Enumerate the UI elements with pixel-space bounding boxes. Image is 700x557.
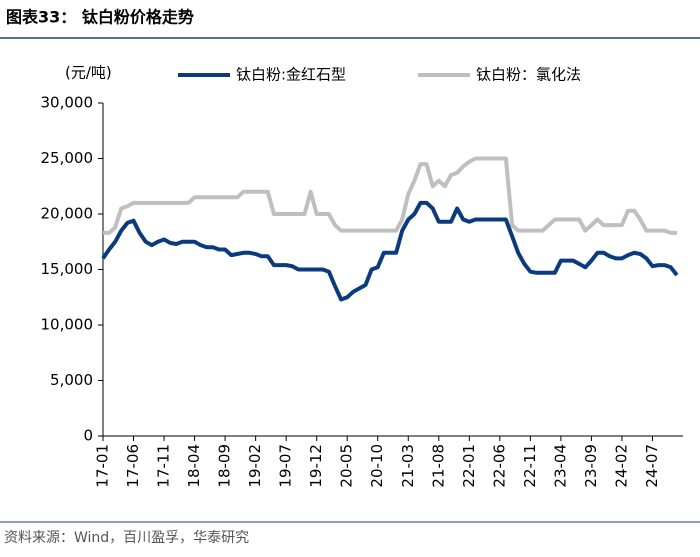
y-axis-label: (元/吨) xyxy=(65,64,112,82)
y-tick-label: 5,000 xyxy=(50,371,93,389)
x-tick-label: 22-11 xyxy=(521,444,539,488)
y-tick-label: 0 xyxy=(83,427,93,445)
x-tick-label: 17-11 xyxy=(155,444,173,488)
x-tick-label: 23-04 xyxy=(551,444,569,488)
x-tick-label: 18-09 xyxy=(216,444,234,488)
legend-label: 钛白粉：氯化法 xyxy=(476,66,581,84)
x-tick-label: 22-06 xyxy=(490,444,508,488)
x-tick-label: 21-08 xyxy=(429,444,447,488)
x-tick-label: 24-07 xyxy=(643,444,661,488)
y-tick-label: 30,000 xyxy=(41,94,94,112)
x-tick-label: 19-07 xyxy=(277,444,295,488)
x-tick-label: 21-03 xyxy=(399,444,417,488)
x-tick-label: 24-02 xyxy=(612,444,630,488)
legend-label: 钛白粉:金红石型 xyxy=(236,66,346,84)
x-tick-label: 19-12 xyxy=(307,444,325,488)
x-tick-label: 20-10 xyxy=(368,444,386,488)
x-tick-label: 17-06 xyxy=(124,444,142,488)
x-tick-label: 23-09 xyxy=(582,444,600,488)
line-series xyxy=(103,156,677,235)
x-tick-label: 22-01 xyxy=(460,444,478,488)
source: 资料来源：Wind，百川盈孚，华泰研究 xyxy=(4,530,249,546)
x-tick-label: 17-01 xyxy=(94,444,112,488)
x-tick-label: 20-05 xyxy=(338,444,356,488)
y-tick-label: 10,000 xyxy=(41,316,94,334)
y-tick-label: 15,000 xyxy=(41,260,94,278)
x-tick-label: 18-04 xyxy=(185,444,203,488)
y-tick-label: 25,000 xyxy=(41,149,94,167)
y-tick-label: 20,000 xyxy=(41,205,94,223)
chart-title: 图表33： 钛白粉价格走势 xyxy=(6,8,194,27)
line-series xyxy=(101,200,679,302)
x-tick-label: 19-02 xyxy=(246,444,264,488)
